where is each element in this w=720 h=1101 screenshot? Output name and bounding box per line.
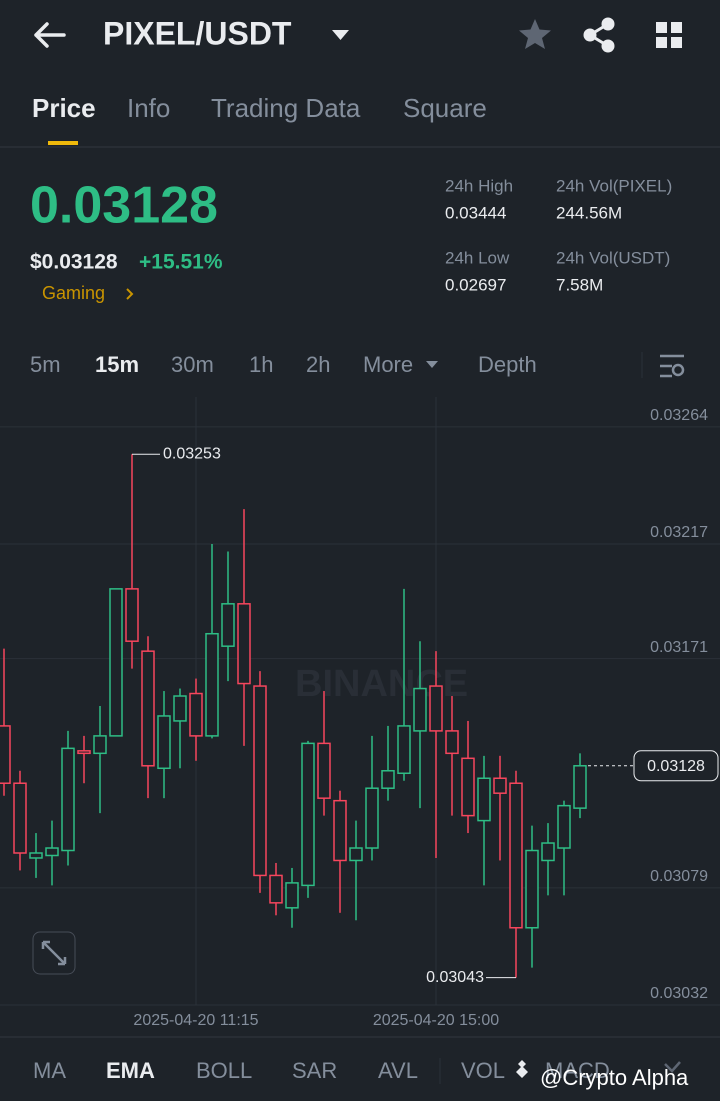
candle-body [301,742,315,887]
pair-title[interactable]: PIXEL/USDT [103,15,292,51]
credit-logo [516,1060,528,1078]
interval[interactable]: Depth [478,352,537,377]
candle-body [205,632,219,737]
candle-body [413,687,427,732]
indicator-tab[interactable]: AVL [378,1058,418,1083]
candle-body [189,692,203,737]
low-label: 0.03043 [426,969,484,986]
candle-body [381,770,395,789]
candle-body [333,799,347,862]
tab-indicator [48,141,78,145]
interval[interactable]: More [363,352,413,377]
indicator-tab[interactable]: VOL [461,1058,505,1083]
credit-watermark: @Crypto Alpha [540,1065,689,1090]
interval[interactable]: 2h [306,352,330,377]
candle-body [285,882,299,909]
interval[interactable]: 30m [171,352,214,377]
indicator-tab[interactable]: BOLL [196,1058,252,1083]
indicator-tab[interactable]: EMA [106,1058,155,1083]
candle-body [461,757,475,817]
candle-body [253,685,267,877]
candle-body [61,747,75,852]
sector-arrow [126,288,134,300]
candle-body [77,750,91,755]
candle-body [429,685,443,732]
pair-dropdown[interactable] [332,30,349,40]
candle-body [349,847,363,862]
candle-body [477,777,491,822]
candle-body [365,787,379,849]
price-tag [633,750,719,782]
fullscreen-icon [41,940,67,966]
candle-body [557,804,571,849]
stat-value: 244.56M [556,203,622,222]
stat-value: 0.02697 [445,275,506,294]
candle-body [109,588,123,737]
candle-body [509,782,523,929]
x-tick-label: 2025-04-20 15:00 [373,1012,499,1029]
candle-body [173,695,187,722]
candle-body [445,730,459,755]
y-tick-label: 0.03264 [650,407,708,424]
stat-value: 7.58M [556,275,603,294]
chart-settings-icon[interactable] [660,354,685,378]
more-dropdown [426,361,438,368]
y-tick-label: 0.03079 [650,868,708,885]
candle-body [221,603,235,647]
share-icon[interactable] [583,17,615,53]
stat-label: 24h Low [445,248,510,267]
candle-body [93,735,107,755]
menu-icon[interactable] [656,22,682,48]
candle-body [397,725,411,775]
candle-body [541,842,555,862]
favorite-icon[interactable] [519,19,551,49]
tab[interactable]: Info [127,93,170,123]
interval[interactable]: 15m [95,352,139,377]
candle-body [317,742,331,799]
candle-body [525,849,539,929]
stat-label: 24h High [445,176,513,195]
candle-body [493,777,507,794]
candle-body [141,650,155,767]
stat-label: 24h Vol(USDT) [556,248,670,267]
candle-body [269,874,283,904]
candle-body [157,715,171,770]
tab[interactable]: Square [403,93,487,123]
indicator-tab[interactable]: MA [33,1058,66,1083]
candle-body [13,782,27,854]
candle-body [29,852,43,859]
candle-body [0,725,11,784]
interval[interactable]: 1h [249,352,273,377]
indicator-tab[interactable]: MACD [545,1058,610,1083]
candle-body [237,603,251,685]
tab[interactable]: Trading Data [211,93,361,123]
usd-price: $0.03128 [30,251,118,274]
stat-value: 0.03444 [445,203,506,222]
high-label: 0.03253 [163,446,221,463]
price-change: +15.51% [139,251,223,274]
y-tick-label: 0.03171 [650,639,708,656]
interval[interactable]: 5m [30,352,61,377]
more-icon[interactable] [664,1061,681,1073]
indicator-tab[interactable]: SAR [292,1058,337,1083]
stat-label: 24h Vol(PIXEL) [556,176,672,195]
x-tick-label: 2025-04-20 11:15 [133,1012,258,1029]
y-tick-label: 0.03217 [650,524,708,541]
last-price: 0.03128 [30,177,218,235]
candle-body [45,847,59,857]
tab[interactable]: Price [32,93,96,123]
price-tag-label: 0.03128 [647,758,705,775]
candle-body [573,765,587,809]
sector-tag[interactable]: Gaming [42,283,105,303]
candle-body [125,588,139,642]
back-button[interactable] [34,22,66,48]
y-tick-label: 0.03032 [650,985,708,1002]
